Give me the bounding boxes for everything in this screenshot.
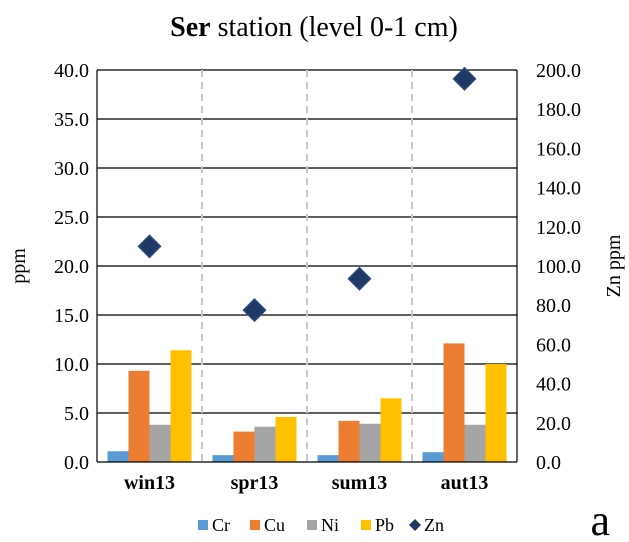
legend-label-cr: Cr	[212, 515, 230, 535]
legend-swatch-cr	[198, 520, 208, 530]
legend-swatch-zn	[409, 519, 421, 531]
panel-label: a	[590, 496, 610, 542]
bar-pb	[275, 416, 297, 462]
bar-ni	[254, 426, 276, 462]
x-tick-labels: win13 spr13 sum13 aut13	[124, 472, 488, 494]
legend-swatch-cu	[250, 520, 260, 530]
y-tick-label: 0.0	[64, 452, 89, 474]
marker-zn	[242, 298, 267, 323]
y-tick-label: 35.0	[54, 109, 89, 131]
y-tick-label: 5.0	[64, 403, 89, 425]
y2-tick-label: 60.0	[536, 334, 571, 356]
y-tick-label: 15.0	[54, 305, 89, 327]
marker-zn	[137, 234, 162, 259]
chart-title: Ser station (level 0-1 cm)	[170, 12, 458, 43]
y-axis-label: ppm	[8, 248, 30, 284]
x-tick-label: win13	[124, 472, 175, 494]
x-tick-label: aut13	[441, 472, 489, 494]
y2-axis-label: Zn ppm	[603, 234, 625, 297]
bar-cr	[212, 455, 234, 462]
legend: Cr Cu Ni Pb Zn	[198, 515, 444, 535]
bar-pb	[380, 398, 402, 462]
y2-tick-label: 100.0	[536, 256, 581, 278]
legend-label-zn: Zn	[424, 515, 444, 535]
y-tick-labels: 0.0 5.0 10.0 15.0 20.0 25.0 30.0 35.0 40.0	[54, 60, 89, 474]
bar-cr	[317, 455, 339, 462]
bar-cu	[128, 370, 150, 462]
y-tick-label: 20.0	[54, 256, 89, 278]
legend-label-cu: Cu	[264, 515, 285, 535]
bar-cr	[422, 452, 444, 462]
y2-tick-label: 120.0	[536, 217, 581, 239]
legend-swatch-pb	[361, 520, 371, 530]
bar-cu	[233, 431, 255, 462]
marker-zn	[347, 266, 372, 291]
zn-markers	[137, 66, 477, 323]
bar-cr	[107, 451, 129, 462]
y2-tick-label: 0.0	[536, 452, 561, 474]
y2-tick-label: 40.0	[536, 374, 571, 396]
marker-zn	[452, 66, 477, 91]
y-tick-label: 30.0	[54, 158, 89, 180]
chart-title-rest: station (level 0-1 cm)	[211, 12, 458, 43]
legend-label-ni: Ni	[321, 515, 339, 535]
bar-cu	[338, 420, 360, 462]
y2-tick-label: 180.0	[536, 99, 581, 121]
bar-cu	[443, 343, 465, 462]
bar-ni	[359, 423, 381, 462]
bars	[107, 343, 507, 462]
chart-title-bold: Ser	[170, 12, 210, 43]
bar-ni	[464, 424, 486, 462]
x-tick-label: sum13	[332, 472, 388, 494]
y2-tick-label: 160.0	[536, 138, 581, 160]
bar-pb	[170, 350, 192, 462]
legend-label-pb: Pb	[375, 515, 394, 535]
bar-pb	[485, 364, 507, 462]
y2-tick-labels: 0.0 20.0 40.0 60.0 80.0 100.0 120.0 140.0 160.0 1…	[536, 60, 581, 474]
legend-swatch-ni	[307, 520, 317, 530]
y2-tick-label: 80.0	[536, 295, 571, 317]
category-separators	[201, 70, 413, 462]
y-tick-label: 10.0	[54, 354, 89, 376]
y2-tick-label: 200.0	[536, 60, 581, 82]
x-tick-label: spr13	[231, 472, 279, 494]
y2-tick-label: 20.0	[536, 413, 571, 435]
bar-ni	[149, 424, 171, 462]
y2-tick-label: 140.0	[536, 178, 581, 200]
y-tick-label: 40.0	[54, 60, 89, 82]
y-tick-label: 25.0	[54, 207, 89, 229]
